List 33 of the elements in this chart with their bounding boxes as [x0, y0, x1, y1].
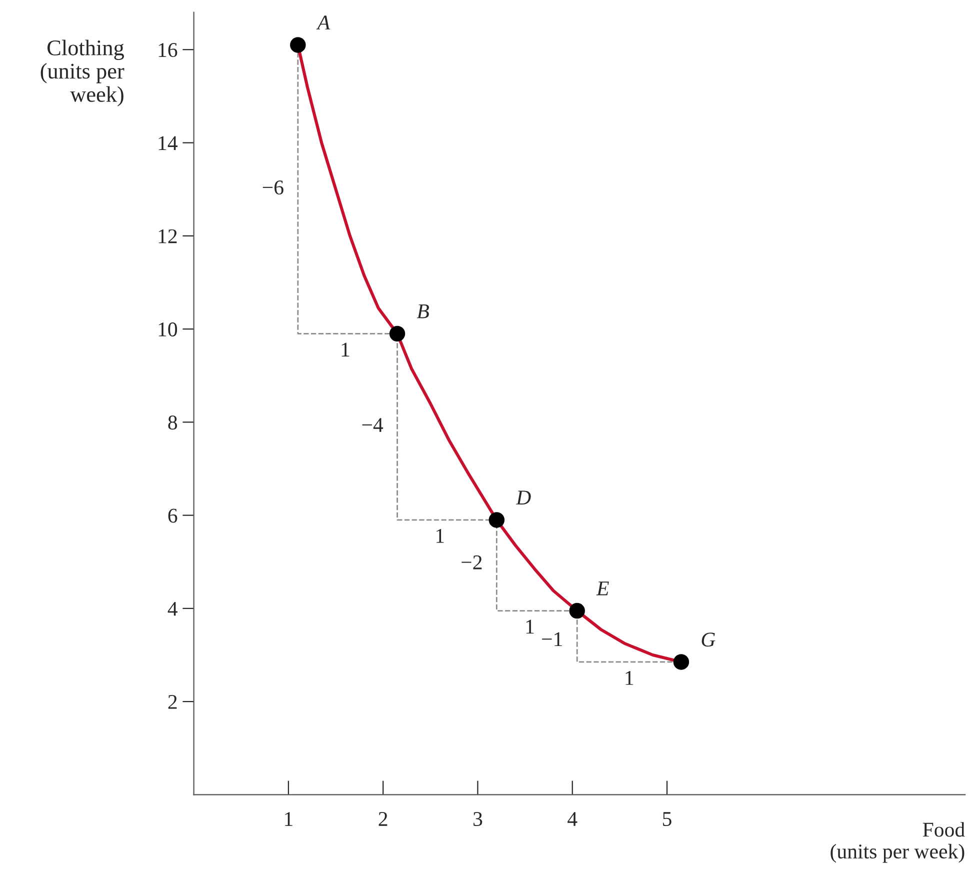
y-tick-label: 2 [168, 694, 177, 709]
annotation: −4 [362, 418, 384, 432]
annotation: −6 [262, 180, 284, 195]
x-tick-label: 1 [285, 812, 292, 826]
x-tick-label: 2 [378, 812, 388, 826]
y-tick-label: 16 [158, 43, 178, 58]
y-tick-label: 14 [158, 136, 178, 150]
y-axis-title: Clothing (units per week) [40, 40, 124, 106]
point [488, 512, 505, 528]
y-tick-label: 4 [168, 602, 178, 616]
annotation: 1 [342, 342, 350, 356]
x-axis-title: Food (units per week) [830, 822, 965, 863]
point [569, 602, 585, 619]
annotation: E [596, 582, 609, 596]
annotation: −1 [542, 632, 562, 646]
y-tick-label: 8 [168, 416, 178, 430]
annotation: A [316, 16, 330, 30]
annotation: B [416, 304, 429, 318]
point [389, 326, 406, 342]
point [290, 37, 306, 53]
x-tick-label: 3 [474, 812, 482, 826]
y-tick-label: 10 [158, 322, 178, 336]
y-tick-label: 6 [168, 508, 178, 523]
point [673, 654, 690, 670]
annotation: 1 [436, 528, 444, 543]
y-tick-label: 12 [158, 229, 177, 244]
annotation: −2 [462, 555, 482, 570]
annotation: D [516, 490, 531, 504]
annotation: 1 [626, 671, 634, 685]
annotation: G [702, 632, 716, 647]
x-tick-label: 4 [568, 812, 578, 826]
annotation: 1 [526, 620, 534, 634]
x-tick-label: 5 [663, 812, 672, 826]
